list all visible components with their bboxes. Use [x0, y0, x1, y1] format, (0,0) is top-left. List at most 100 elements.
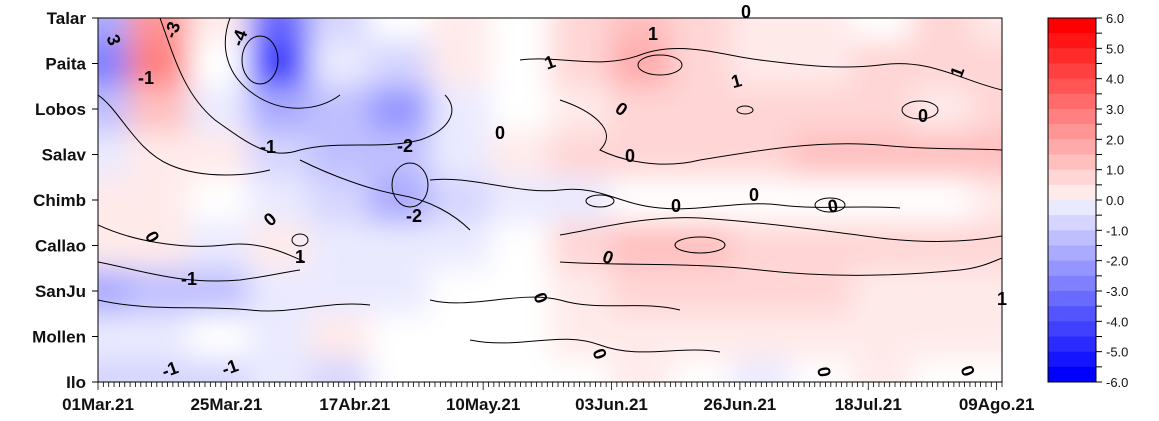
anomaly-cell — [188, 18, 250, 42]
anomaly-cell — [670, 131, 732, 179]
anomaly-cell — [610, 40, 672, 88]
x-tick-label: 10May.21 — [446, 395, 520, 414]
colorbar-cell — [1048, 200, 1096, 216]
contour-label: -2 — [406, 206, 422, 226]
anomaly-cell — [670, 86, 732, 133]
anomaly-cell — [98, 222, 130, 270]
contour-line — [291, 233, 309, 247]
colorbar-label: -2.0 — [1106, 254, 1128, 269]
anomaly-cell — [911, 359, 973, 382]
y-tick-label: Mollen — [32, 328, 86, 347]
anomaly-cell — [98, 268, 130, 315]
contour-line — [559, 257, 1002, 276]
contour-line — [98, 224, 306, 263]
contour-label: -1 — [219, 355, 241, 379]
anomaly-cell — [610, 86, 672, 133]
anomaly-cell — [188, 313, 250, 361]
anomaly-cell — [911, 40, 973, 88]
anomaly-cell — [911, 131, 973, 179]
anomaly-cell — [791, 268, 853, 315]
anomaly-cell — [308, 131, 371, 179]
contour-label: 0 — [749, 185, 759, 205]
anomaly-cell — [851, 86, 913, 133]
anomaly-cell — [971, 40, 1002, 88]
anomaly-cell — [489, 86, 551, 133]
anomaly-cell — [971, 86, 1002, 133]
anomaly-cell — [851, 359, 913, 382]
colorbar-cell — [1048, 93, 1096, 110]
x-tick-label: 09Ago.21 — [959, 395, 1035, 414]
anomaly-cell — [610, 131, 672, 179]
colorbar-cell — [1048, 124, 1096, 140]
contour-line — [299, 159, 471, 231]
contour-label: 1 — [648, 24, 658, 44]
anomaly-cell — [98, 359, 130, 382]
anomaly-cell — [670, 40, 732, 88]
colorbar-label: 3.0 — [1106, 102, 1124, 117]
anomaly-cell — [98, 177, 130, 224]
anomaly-cell — [369, 268, 431, 315]
anomaly-cell — [670, 222, 732, 270]
anomaly-cell — [851, 222, 913, 270]
contour-line — [585, 194, 615, 208]
x-tick-label: 26Jun.21 — [704, 395, 777, 414]
anomaly-cell — [911, 313, 973, 361]
y-tick-label: Callao — [35, 237, 86, 256]
colorbar-cell — [1048, 215, 1096, 231]
colorbar-cell — [1048, 63, 1096, 80]
anomaly-cell — [971, 268, 1002, 315]
contour-line — [559, 217, 1002, 242]
y-tick-label: Chimb — [33, 191, 86, 210]
anomaly-cell — [429, 313, 491, 361]
y-axis: Talar Paita Lobos Salav Chimb Callao SanJu Moll… — [32, 9, 98, 392]
contour-line — [469, 338, 721, 353]
colorbar-label: 4.0 — [1106, 72, 1124, 87]
anomaly-cell — [730, 131, 793, 179]
contour-label: 0 — [671, 196, 681, 216]
anomaly-cell — [791, 131, 853, 179]
anomaly-cell — [369, 313, 431, 361]
anomaly-cell — [550, 18, 612, 42]
anomaly-cell — [128, 18, 190, 42]
colorbar-label: 5.0 — [1106, 41, 1124, 56]
anomaly-cell — [128, 131, 190, 179]
anomaly-cell — [550, 86, 612, 133]
colorbar-cell — [1048, 154, 1096, 171]
contour-line — [98, 94, 271, 176]
colorbar-cell — [1048, 260, 1096, 277]
anomaly-cell — [429, 86, 491, 133]
anomaly-cell — [730, 222, 793, 270]
y-tick-label: Salav — [42, 146, 87, 165]
anomaly-cell — [550, 40, 612, 88]
anomaly-cell — [610, 177, 672, 224]
anomaly-cell — [429, 359, 491, 382]
x-tick-label: 01Mar.21 — [62, 395, 134, 414]
colorbar-label: -4.0 — [1106, 314, 1128, 329]
anomaly-cell — [248, 18, 310, 42]
contour-line — [429, 178, 901, 210]
contour-label: -2 — [397, 136, 413, 156]
anomaly-cell — [971, 313, 1002, 361]
contour-label: 0 — [813, 365, 834, 378]
anomaly-cell — [550, 313, 612, 361]
anomaly-cell — [911, 18, 973, 42]
contour-label: 0 — [741, 2, 751, 22]
anomaly-cell — [730, 18, 793, 42]
contour-label: 0 — [826, 195, 839, 216]
contour-line — [637, 54, 683, 76]
anomaly-cell — [730, 86, 793, 133]
anomaly-cell — [128, 359, 190, 382]
colorbar-cell — [1048, 230, 1096, 246]
colorbar-label: 2.0 — [1106, 132, 1124, 147]
anomaly-cell — [369, 40, 431, 88]
anomaly-cell — [98, 86, 130, 133]
anomaly-cell — [550, 177, 612, 224]
colorbar-label: -6.0 — [1106, 375, 1128, 390]
colorbar-cell — [1048, 366, 1096, 383]
anomaly-cell — [550, 359, 612, 382]
colorbar-label: 1.0 — [1106, 163, 1124, 178]
anomaly-cell — [248, 359, 310, 382]
contour-label: 1 — [729, 70, 744, 92]
anomaly-cell — [429, 268, 491, 315]
